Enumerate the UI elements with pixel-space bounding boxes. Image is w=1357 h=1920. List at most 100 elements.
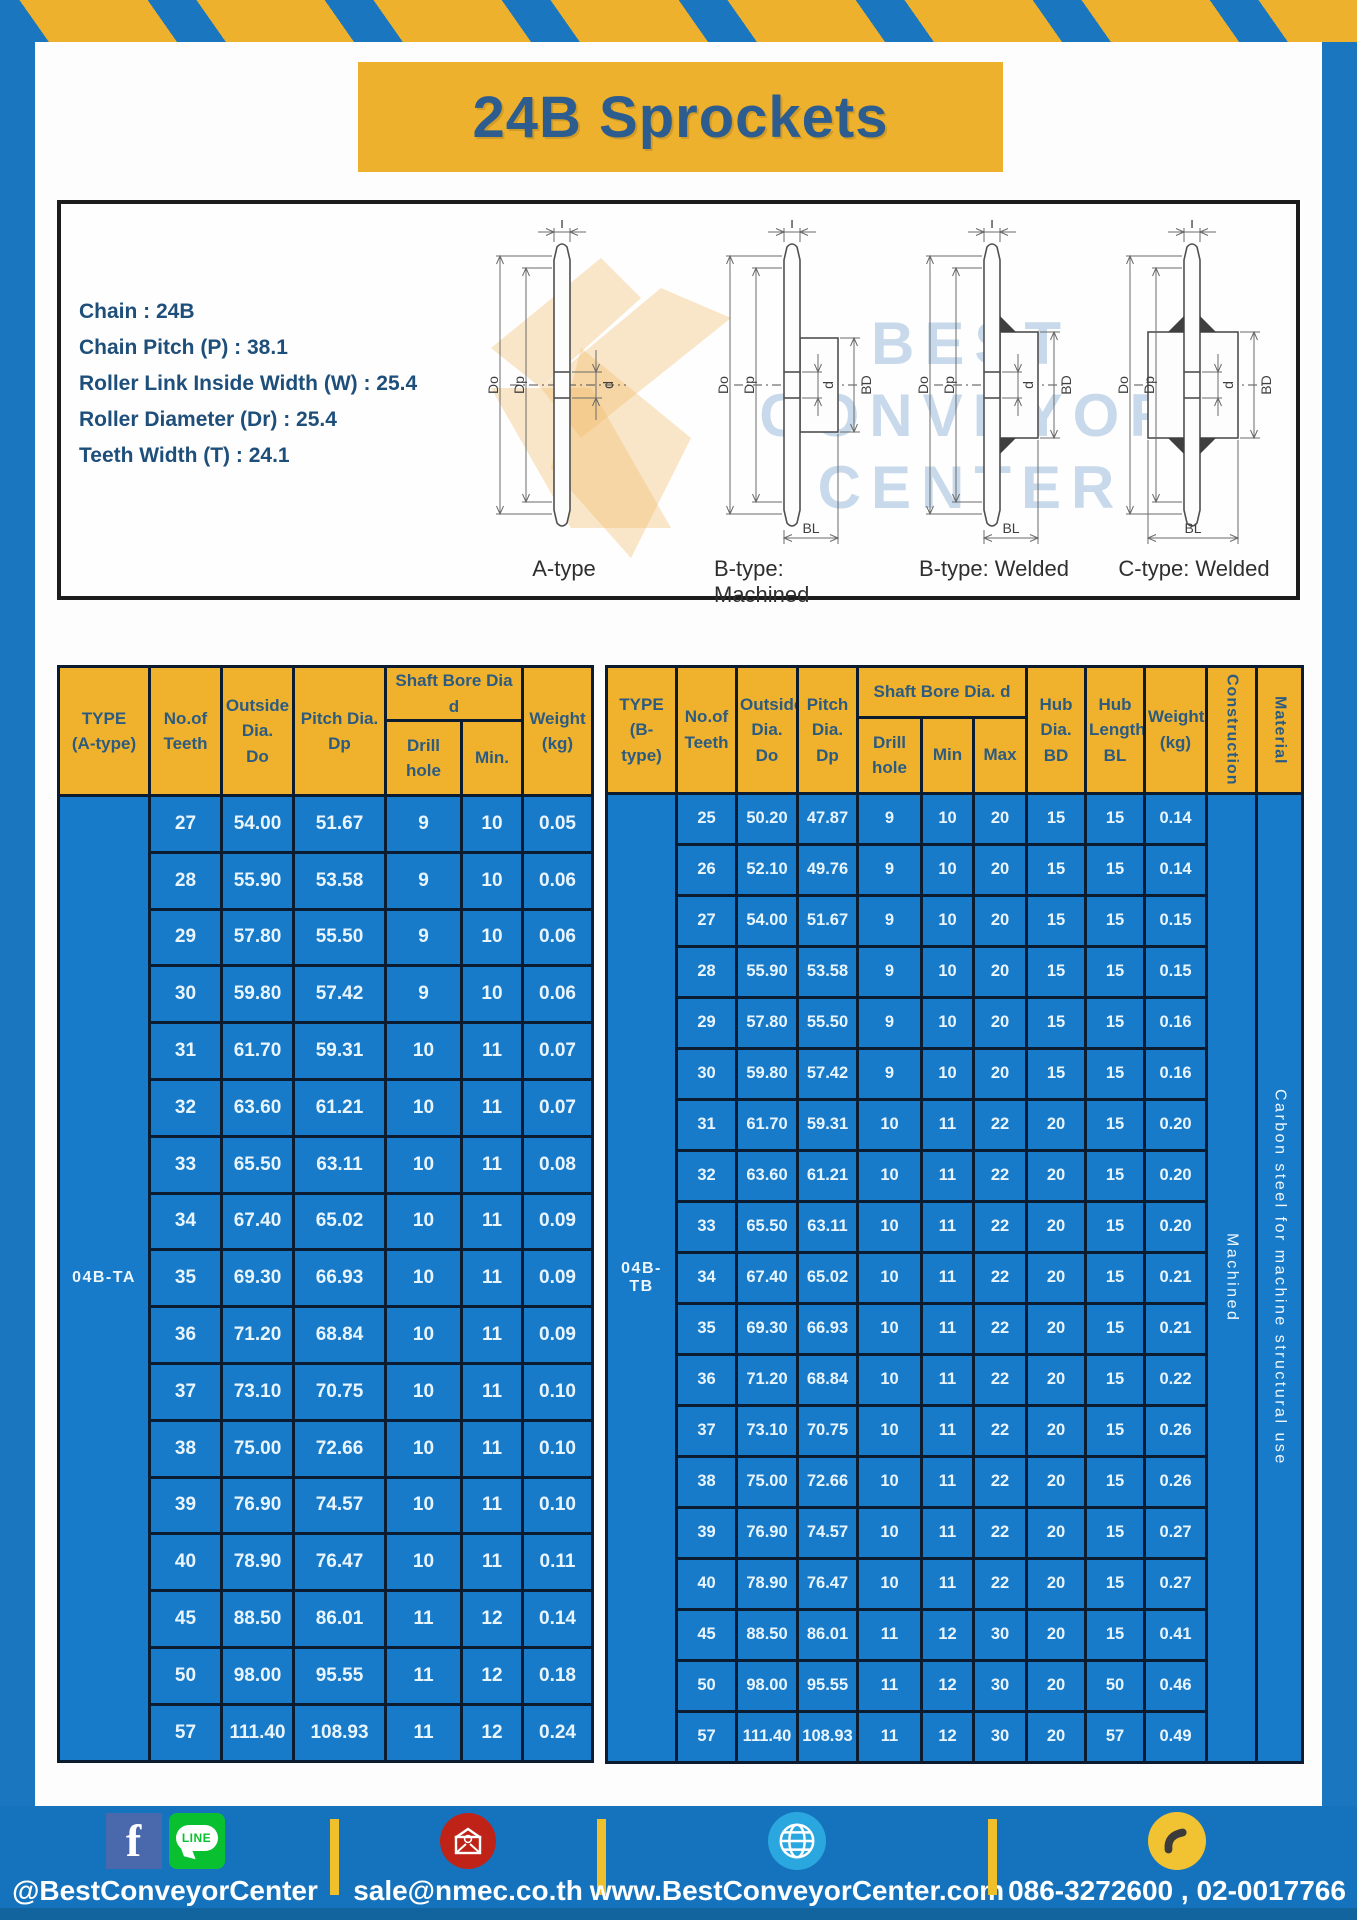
data-cell: 0.06 [521,850,594,911]
data-cell: 22 [971,1403,1029,1458]
data-cell: 68.84 [292,1305,387,1365]
dim-label-do: Do [915,376,931,394]
data-cell: 57 [1084,1709,1147,1764]
phone-numbers[interactable]: 086-3272600 , 02-0017766 [1008,1874,1346,1906]
data-cell: 0.15 [1143,893,1209,948]
col-header-shaft-bore: Shaft Bore Dia. d [855,665,1029,719]
data-cell: 55.90 [735,944,799,999]
data-cell: 65.02 [292,1191,387,1252]
col-header-pitch-dia: Pitch Dia. Dp [796,665,859,795]
contact-footer: f LINE @BestConveyorCenter sale@nmec.co.… [0,1806,1357,1908]
data-cell: 76.90 [735,1505,799,1560]
footer-website-section[interactable]: www.BestConveyorCenter.com [590,1806,1004,1908]
dim-label-bl: BL [1002,520,1019,536]
data-cell: 20 [1025,1454,1088,1509]
data-cell: 22 [971,1505,1029,1560]
data-cell: 15 [1084,1199,1147,1254]
data-cell: 86.01 [796,1607,859,1662]
data-cell: 10 [856,1403,923,1458]
footer-divider [330,1819,339,1895]
data-cell: 10 [856,1454,923,1509]
data-cell: 15 [1084,944,1147,999]
data-cell: 11 [920,1454,975,1509]
data-cell: 95.55 [292,1645,387,1706]
data-cell: 75.00 [735,1454,799,1509]
facebook-icon[interactable]: f [105,1812,162,1869]
data-cell: 108.93 [292,1702,387,1763]
data-cell: 10 [384,1361,463,1422]
data-cell: 10 [384,1248,463,1309]
data-cell: 10 [384,1077,463,1138]
data-cell: 0.14 [521,1589,594,1649]
table-row: 31 61.70 59.31 10 11 0.07 [59,1021,594,1081]
data-cell: 76.47 [796,1556,859,1611]
data-cell: 57.80 [735,995,799,1050]
email-address[interactable]: sale@nmec.co.th [353,1874,583,1906]
table-row: 34 67.40 65.02 10 11 0.09 [59,1191,594,1252]
footer-social-section[interactable]: f LINE @BestConveyorCenter [0,1806,330,1908]
table-row: 28 55.90 53.58 9 10 20 15 15 0.15 [607,944,1303,999]
table-row: 33 65.50 63.11 10 11 0.08 [59,1134,594,1195]
footer-divider [597,1819,606,1895]
data-cell: 11 [920,1148,975,1203]
footer-email-section[interactable]: sale@nmec.co.th [339,1806,597,1908]
footer-phone-section[interactable]: 086-3272600 , 02-0017766 [997,1806,1357,1908]
phone-icon[interactable] [1148,1811,1206,1870]
col-header-outside-dia: Outside Dia. Do [735,665,799,795]
data-cell: 52.10 [735,842,799,897]
data-cell: 11 [920,1250,975,1305]
data-cell: 20 [1025,1097,1088,1152]
data-cell: 15 [1084,1301,1147,1356]
data-cell: 10 [460,907,524,968]
data-cell: 78.90 [735,1556,799,1611]
data-cell: 61.21 [292,1077,387,1138]
table-row: 35 69.30 66.93 10 11 0.09 [59,1248,594,1309]
data-cell: 72.66 [796,1454,859,1509]
data-cell: 29 [148,907,223,968]
data-cell: 11 [856,1607,923,1662]
data-cell: 30 [971,1709,1029,1764]
data-cell: 10 [920,893,975,948]
data-cell: 33 [675,1199,738,1254]
data-cell: 0.09 [521,1305,594,1365]
table-row: 40 78.90 76.47 10 11 22 20 15 0.27 [607,1556,1303,1611]
figure-c-type-welded: T Do Dp d BD BL C-type: Welded [1114,220,1274,582]
data-cell: 95.55 [796,1658,859,1713]
data-cell: 0.46 [1143,1658,1209,1713]
social-handle[interactable]: @BestConveyorCenter [12,1874,318,1906]
data-cell: 50 [148,1645,223,1706]
data-cell: 66.93 [292,1248,387,1309]
data-cell: 10 [856,1250,923,1305]
data-cell: 22 [971,1250,1029,1305]
data-cell: 0.05 [521,794,594,854]
data-cell: 22 [971,1352,1029,1407]
data-cell: 53.58 [796,944,859,999]
data-cell: 11 [920,1505,975,1560]
data-cell: 55.50 [796,995,859,1050]
data-cell: 9 [856,1046,923,1101]
line-icon[interactable]: LINE [168,1812,225,1869]
globe-icon[interactable] [768,1811,826,1870]
chain-specs: Chain : 24B Chain Pitch (P) : 38.1 Rolle… [79,300,417,480]
dim-label-dp: Dp [741,376,757,394]
data-cell: 32 [148,1077,223,1138]
table-row: 37 73.10 70.75 10 11 0.10 [59,1361,594,1422]
data-cell: 98.00 [220,1645,295,1706]
dim-label-d: d [820,381,836,389]
data-cell: 37 [148,1361,223,1422]
data-cell: 61.70 [735,1097,799,1152]
diagram-box: BEST CONVEYOR CENTER Chain : 24B Chain P… [57,200,1300,607]
data-cell: 11 [460,1021,524,1081]
data-cell: 31 [675,1097,738,1152]
email-icon[interactable] [440,1812,496,1869]
data-cell: 11 [384,1702,463,1763]
data-cell: 39 [148,1475,223,1536]
data-cell: 10 [856,1301,923,1356]
data-cell: 9 [856,995,923,1050]
website-url[interactable]: www.BestConveyorCenter.com [589,1874,1005,1906]
data-cell: 28 [148,850,223,911]
data-cell: 22 [971,1148,1029,1203]
data-cell: 12 [920,1607,975,1662]
data-cell: 0.20 [1143,1097,1209,1152]
data-cell: 15 [1084,1250,1147,1305]
